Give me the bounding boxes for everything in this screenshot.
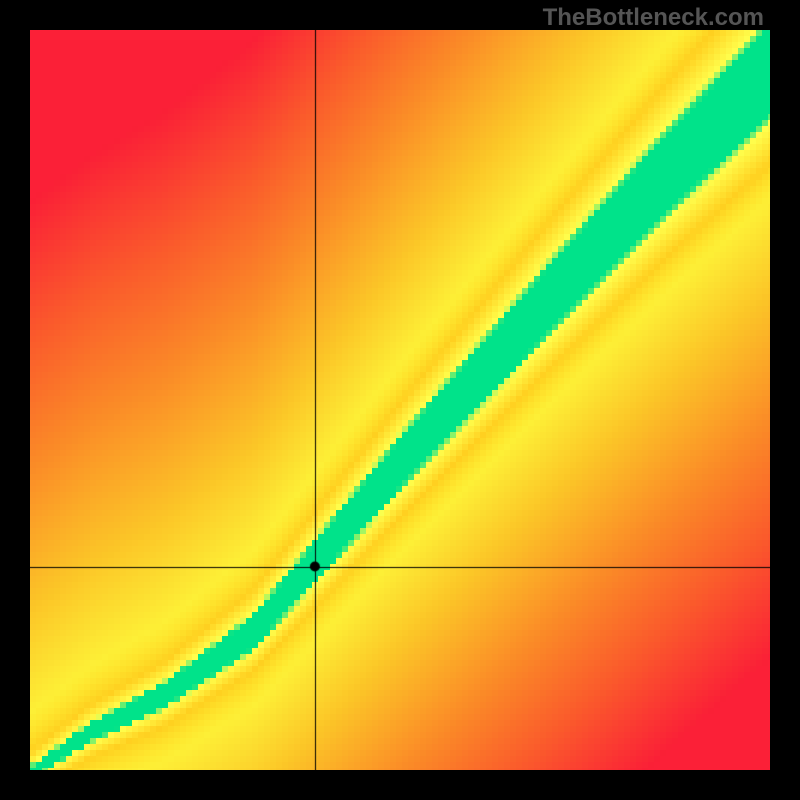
chart-container: { "watermark": { "text": "TheBottleneck.… (0, 0, 800, 800)
crosshair-overlay (30, 30, 770, 770)
watermark-text: TheBottleneck.com (543, 4, 764, 32)
